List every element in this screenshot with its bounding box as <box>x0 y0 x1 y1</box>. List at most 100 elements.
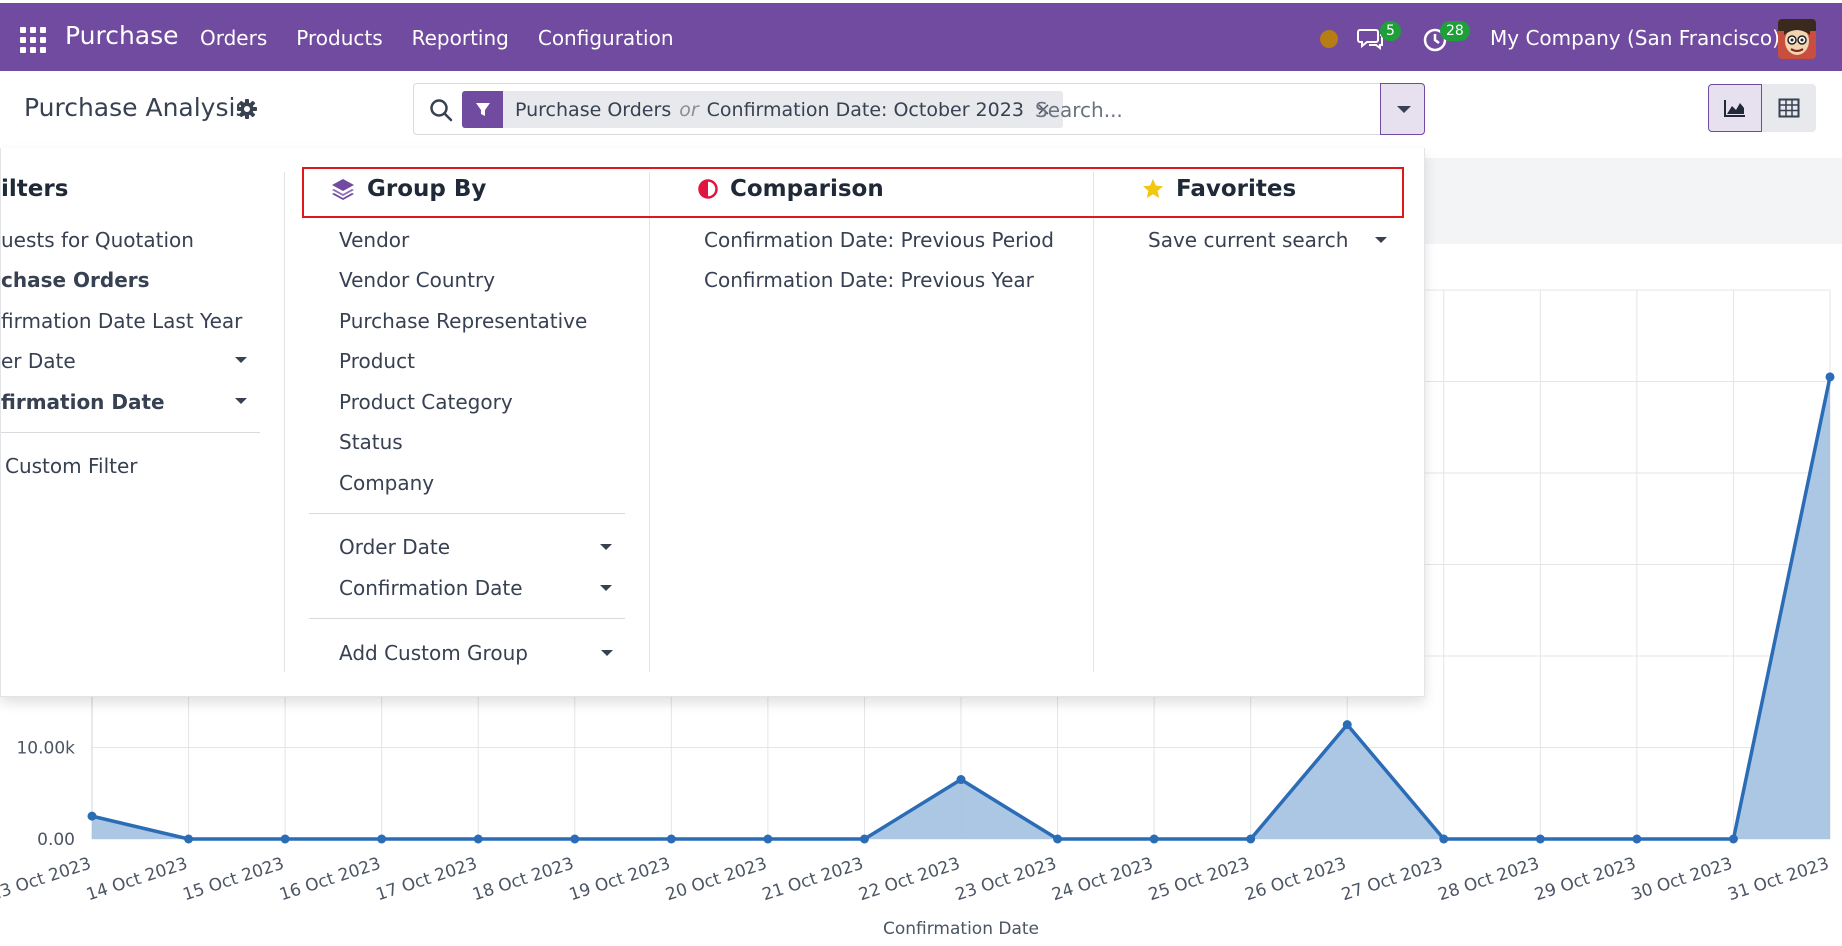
top-navbar: Purchase Orders Products Reporting Confi… <box>0 0 1842 71</box>
x-tick-label: 29 Oct 2023 <box>1532 854 1638 906</box>
save-current-search[interactable]: Save current search <box>1148 228 1349 252</box>
column-divider <box>284 172 285 672</box>
filter-order-date[interactable]: er Date <box>1 349 76 373</box>
filters-heading: ilters <box>1 176 68 202</box>
x-tick-label: 20 Oct 2023 <box>663 854 769 906</box>
menu-item-reporting[interactable]: Reporting <box>411 26 509 50</box>
table-icon <box>1778 98 1800 118</box>
x-tick-label: 15 Oct 2023 <box>181 854 287 906</box>
add-custom-group[interactable]: Add Custom Group <box>339 641 528 665</box>
highlight-box <box>302 167 1404 218</box>
view-switcher <box>1708 84 1816 132</box>
user-avatar[interactable] <box>1778 19 1816 59</box>
group-by-purchase-representative[interactable]: Purchase Representative <box>339 309 588 333</box>
group-by-divider <box>309 513 625 514</box>
filters-divider <box>1 432 260 433</box>
group-by-heading: Group By <box>331 176 486 202</box>
apps-menu-icon[interactable] <box>20 27 46 53</box>
comparison-heading: Comparison <box>698 176 884 202</box>
x-tick-label: 16 Oct 2023 <box>277 854 383 906</box>
search-bar: Purchase Orders or Confirmation Date: Oc… <box>413 83 1425 135</box>
facet-value-purchase-orders: Purchase Orders <box>515 98 672 121</box>
x-tick-label: 17 Oct 2023 <box>374 854 480 906</box>
x-tick-label: 24 Oct 2023 <box>1050 854 1156 906</box>
filters-heading-label: ilters <box>1 176 69 202</box>
x-tick-label: 14 Oct 2023 <box>84 854 190 906</box>
search-options-toggle[interactable] <box>1380 83 1425 135</box>
area-chart-icon <box>1724 100 1745 117</box>
data-point <box>184 834 194 844</box>
data-point <box>956 775 966 785</box>
x-tick-label: 25 Oct 2023 <box>1146 854 1252 906</box>
group-by-product-category[interactable]: Product Category <box>339 390 513 414</box>
group-by-vendor[interactable]: Vendor <box>339 228 410 252</box>
data-point <box>1632 834 1642 844</box>
x-axis-label: Confirmation Date <box>883 919 1039 939</box>
filter-purchase-orders[interactable]: chase Orders <box>1 268 150 292</box>
group-by-product[interactable]: Product <box>339 349 415 373</box>
layers-icon <box>332 179 354 200</box>
x-tick-label: 28 Oct 2023 <box>1436 854 1542 906</box>
search-input[interactable] <box>1035 93 1375 127</box>
y-tick-label: 0.00 <box>37 830 75 850</box>
group-by-confirmation-date[interactable]: Confirmation Date <box>339 576 523 600</box>
group-by-order-date[interactable]: Order Date <box>339 535 450 559</box>
facet-text: Purchase Orders or Confirmation Date: Oc… <box>503 99 1036 121</box>
x-tick-label: 31 Oct 2023 <box>1725 854 1831 906</box>
group-by-vendor-country[interactable]: Vendor Country <box>339 268 496 292</box>
x-tick-label: 19 Oct 2023 <box>567 854 673 906</box>
filter-requests-for-quotation[interactable]: uests for Quotation <box>1 228 194 252</box>
filter-confirmation-date-last-year[interactable]: firmation Date Last Year <box>1 309 243 333</box>
x-tick-label: 13 Oct 2023 <box>0 854 94 906</box>
menu-item-configuration[interactable]: Configuration <box>537 26 674 50</box>
data-point <box>859 834 869 844</box>
x-tick-label: 30 Oct 2023 <box>1629 854 1735 906</box>
menu-item-orders[interactable]: Orders <box>200 26 268 50</box>
chevron-down-icon[interactable] <box>1375 237 1387 243</box>
column-divider <box>1093 172 1094 672</box>
x-tick-label: 27 Oct 2023 <box>1339 854 1445 906</box>
status-dot-icon[interactable] <box>1320 30 1338 48</box>
chevron-down-icon[interactable] <box>600 585 612 591</box>
graph-toolbar-area <box>1420 158 1842 244</box>
group-by-divider <box>309 618 625 619</box>
data-point <box>377 834 387 844</box>
data-point <box>280 834 290 844</box>
comparison-previous-period[interactable]: Confirmation Date: Previous Period <box>704 228 1054 252</box>
data-point <box>1825 372 1835 382</box>
comparison-heading-label: Comparison <box>730 176 884 202</box>
search-icon[interactable] <box>428 97 454 123</box>
gear-icon[interactable] <box>236 98 258 120</box>
data-point <box>763 834 773 844</box>
filter-confirmation-date[interactable]: firmation Date <box>1 390 165 414</box>
facet-or-label: or <box>679 98 699 121</box>
data-point <box>1342 720 1352 730</box>
search-dropdown-panel: ilters uests for Quotation chase Orders … <box>0 148 1425 697</box>
company-switcher[interactable]: My Company (San Francisco) <box>1490 26 1780 50</box>
group-by-company[interactable]: Company <box>339 471 435 495</box>
data-point <box>87 811 97 821</box>
data-point <box>473 834 483 844</box>
column-divider <box>649 172 650 672</box>
messages-badge: 5 <box>1380 21 1401 41</box>
chevron-down-icon[interactable] <box>235 398 247 404</box>
pivot-view-button[interactable] <box>1762 84 1816 132</box>
favorites-heading: Favorites <box>1142 176 1296 202</box>
graph-view-button[interactable] <box>1708 84 1762 132</box>
data-point <box>1439 834 1449 844</box>
add-custom-filter[interactable]: Custom Filter <box>5 454 138 478</box>
chevron-down-icon[interactable] <box>600 544 612 550</box>
app-name[interactable]: Purchase <box>65 21 179 50</box>
data-point <box>1535 834 1545 844</box>
chevron-down-icon[interactable] <box>235 357 247 363</box>
comparison-previous-year[interactable]: Confirmation Date: Previous Year <box>704 268 1034 292</box>
x-tick-label: 22 Oct 2023 <box>856 854 962 906</box>
chevron-down-icon[interactable] <box>601 650 613 656</box>
group-by-heading-label: Group By <box>367 176 487 202</box>
x-tick-label: 23 Oct 2023 <box>953 854 1059 906</box>
data-point <box>1728 834 1738 844</box>
group-by-status[interactable]: Status <box>339 430 403 454</box>
facet-value-confirmation-date: Confirmation Date: October 2023 <box>706 98 1024 121</box>
menu-item-products[interactable]: Products <box>296 26 383 50</box>
